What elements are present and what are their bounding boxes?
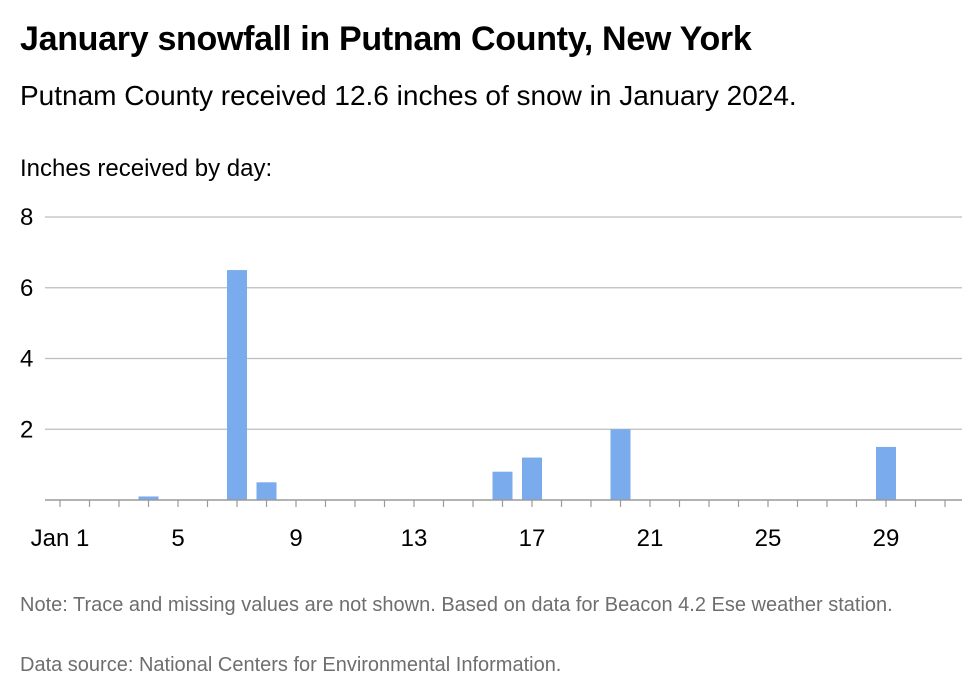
chart-note: Note: Trace and missing values are not s…: [20, 594, 893, 616]
bar-jan-7: [227, 270, 247, 500]
data-source: Data source: National Centers for Enviro…: [20, 654, 562, 676]
x-tick-label-2: 9: [289, 525, 302, 552]
bar-jan-8: [256, 482, 277, 500]
y-tick-label-2: 2: [20, 416, 33, 443]
x-tick-label-1: 5: [171, 525, 184, 552]
bar-jan-4: [138, 496, 159, 500]
y-tick-label-8: 8: [20, 204, 33, 231]
x-tick-label-0: Jan 1: [31, 525, 90, 552]
bar-jan-16: [492, 471, 513, 500]
x-tick-label-4: 17: [519, 525, 546, 552]
bar-jan-17: [522, 457, 542, 500]
y-tick-label-4: 4: [20, 346, 33, 373]
y-tick-label-6: 6: [20, 275, 33, 302]
snowfall-bar-chart: 2 4 6 8 Jan 1 5 9 13 17 21 25 29: [20, 204, 962, 552]
x-tick-label-3: 13: [401, 525, 428, 552]
chart-subtitle: Putnam County received 12.6 inches of sn…: [20, 80, 797, 111]
bar-jan-20: [610, 429, 631, 500]
x-tick-label-7: 29: [873, 525, 900, 552]
x-tick-label-6: 25: [755, 525, 782, 552]
x-tick-label-5: 21: [637, 525, 664, 552]
chart-title: January snowfall in Putnam County, New Y…: [20, 20, 752, 58]
bar-jan-29: [876, 446, 896, 500]
y-axis-label: Inches received by day:: [20, 155, 273, 182]
